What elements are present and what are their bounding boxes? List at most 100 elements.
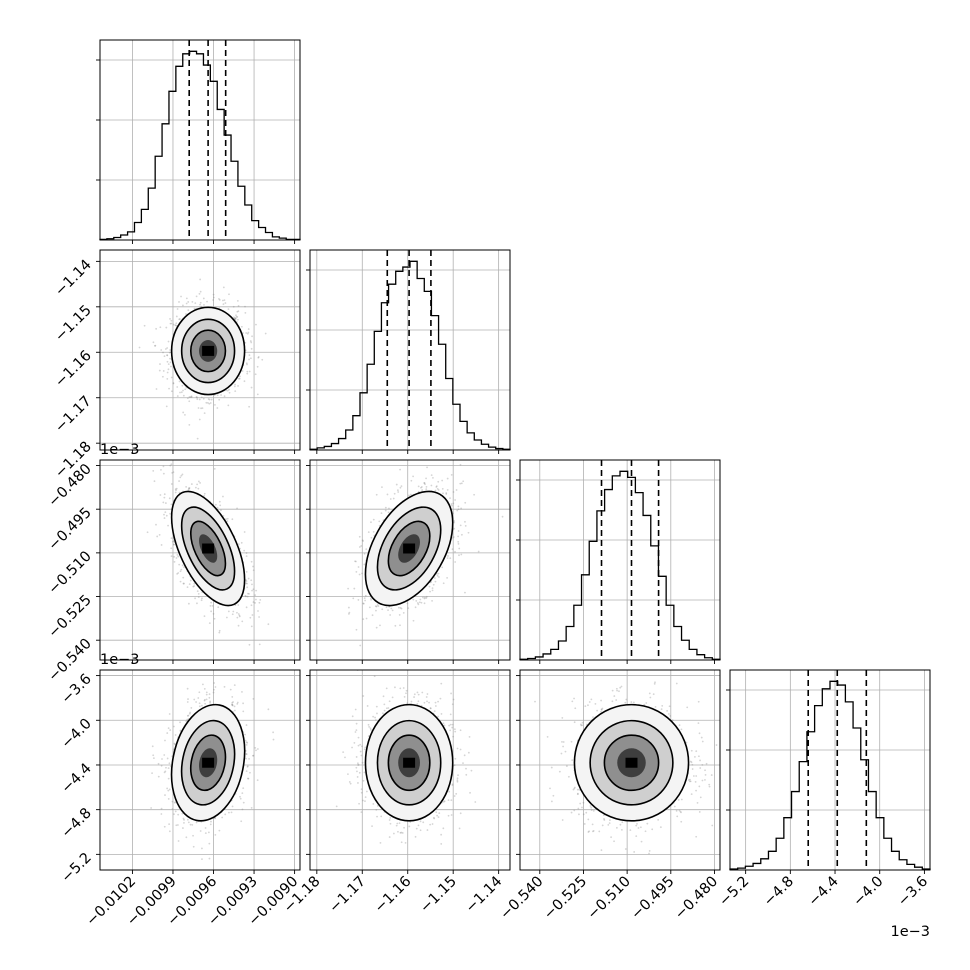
sample-point <box>451 548 454 551</box>
sample-point <box>169 729 172 731</box>
sample-point <box>432 583 435 586</box>
sample-point <box>214 503 217 506</box>
sample-point <box>190 395 193 398</box>
sample-point <box>166 347 169 349</box>
sample-point <box>248 643 251 646</box>
sample-point <box>201 407 204 410</box>
sample-point <box>396 489 399 492</box>
sample-point <box>362 602 365 605</box>
sample-point <box>400 485 403 488</box>
sample-point <box>237 624 240 627</box>
sample-point <box>264 332 267 335</box>
sample-point <box>446 577 449 579</box>
sample-point <box>424 483 426 486</box>
sample-point <box>181 384 184 387</box>
sample-point <box>175 322 178 325</box>
sample-point <box>236 310 239 313</box>
sample-point <box>457 505 460 508</box>
sample-point <box>386 493 389 496</box>
sample-point <box>245 555 248 558</box>
sample-point <box>246 586 249 589</box>
sample-point <box>364 594 367 597</box>
sample-point <box>172 382 175 384</box>
sample-point <box>182 389 184 392</box>
sample-point <box>464 524 467 527</box>
sample-point <box>228 388 230 391</box>
sample-point <box>453 527 456 530</box>
sample-point <box>252 565 254 568</box>
sample-point <box>261 358 264 361</box>
sample-point <box>154 344 157 347</box>
sample-point <box>248 370 251 373</box>
sample-point <box>249 771 251 774</box>
sample-point <box>197 407 200 409</box>
sample-point <box>231 704 234 707</box>
sample-point <box>259 598 262 601</box>
histogram-step <box>99 50 301 241</box>
sample-point <box>239 375 241 378</box>
sample-point <box>173 813 175 816</box>
sample-point <box>417 485 420 488</box>
sample-point <box>454 499 456 501</box>
sample-point <box>199 301 202 304</box>
sample-point <box>467 531 470 534</box>
sample-point <box>434 489 437 492</box>
sample-point <box>222 303 225 306</box>
sample-point <box>216 394 219 397</box>
sample-point <box>245 580 248 583</box>
sample-point <box>456 509 459 512</box>
sample-point <box>458 547 461 550</box>
sample-point <box>415 599 418 602</box>
sample-point <box>464 501 467 504</box>
sample-point <box>187 301 190 303</box>
sample-point <box>450 504 453 507</box>
sample-point <box>155 388 158 390</box>
sample-point <box>163 496 166 499</box>
sample-point <box>197 697 200 699</box>
sample-point <box>452 502 455 505</box>
sample-point <box>363 597 366 600</box>
sample-point <box>255 598 257 601</box>
sample-point <box>354 560 356 563</box>
sample-point <box>177 840 180 842</box>
sample-point <box>363 563 366 566</box>
sample-point <box>236 701 239 704</box>
sample-point <box>167 767 170 770</box>
sample-point <box>224 302 227 304</box>
sample-point <box>355 570 358 573</box>
sample-point <box>389 614 392 616</box>
sample-point <box>178 318 181 321</box>
sample-point <box>188 487 190 490</box>
sample-point <box>158 533 161 536</box>
sample-point <box>226 389 229 392</box>
sample-point <box>184 388 187 391</box>
sample-point <box>169 357 171 360</box>
sample-point <box>183 566 185 569</box>
sample-point <box>166 360 169 363</box>
sample-point <box>178 301 180 303</box>
sample-point <box>155 327 158 330</box>
sample-point <box>375 493 378 496</box>
density-panel-1-0 <box>96 249 301 454</box>
sample-point <box>168 713 171 715</box>
sample-point <box>237 543 240 546</box>
sample-point <box>198 292 201 295</box>
sample-point <box>186 397 189 400</box>
sample-point <box>250 347 253 350</box>
sample-point <box>227 308 230 310</box>
sample-point <box>168 351 171 354</box>
sample-point <box>182 394 185 397</box>
sample-point <box>236 316 239 318</box>
sample-point <box>187 714 190 717</box>
sample-point <box>393 492 396 495</box>
sample-point <box>248 405 251 408</box>
sample-point <box>250 386 253 389</box>
sample-point <box>361 539 364 542</box>
sample-point <box>146 444 148 446</box>
sample-point <box>179 476 182 479</box>
sample-point <box>397 606 400 609</box>
sample-point <box>170 555 173 558</box>
density-panel-3-0 <box>96 669 301 874</box>
sample-point <box>191 824 194 826</box>
